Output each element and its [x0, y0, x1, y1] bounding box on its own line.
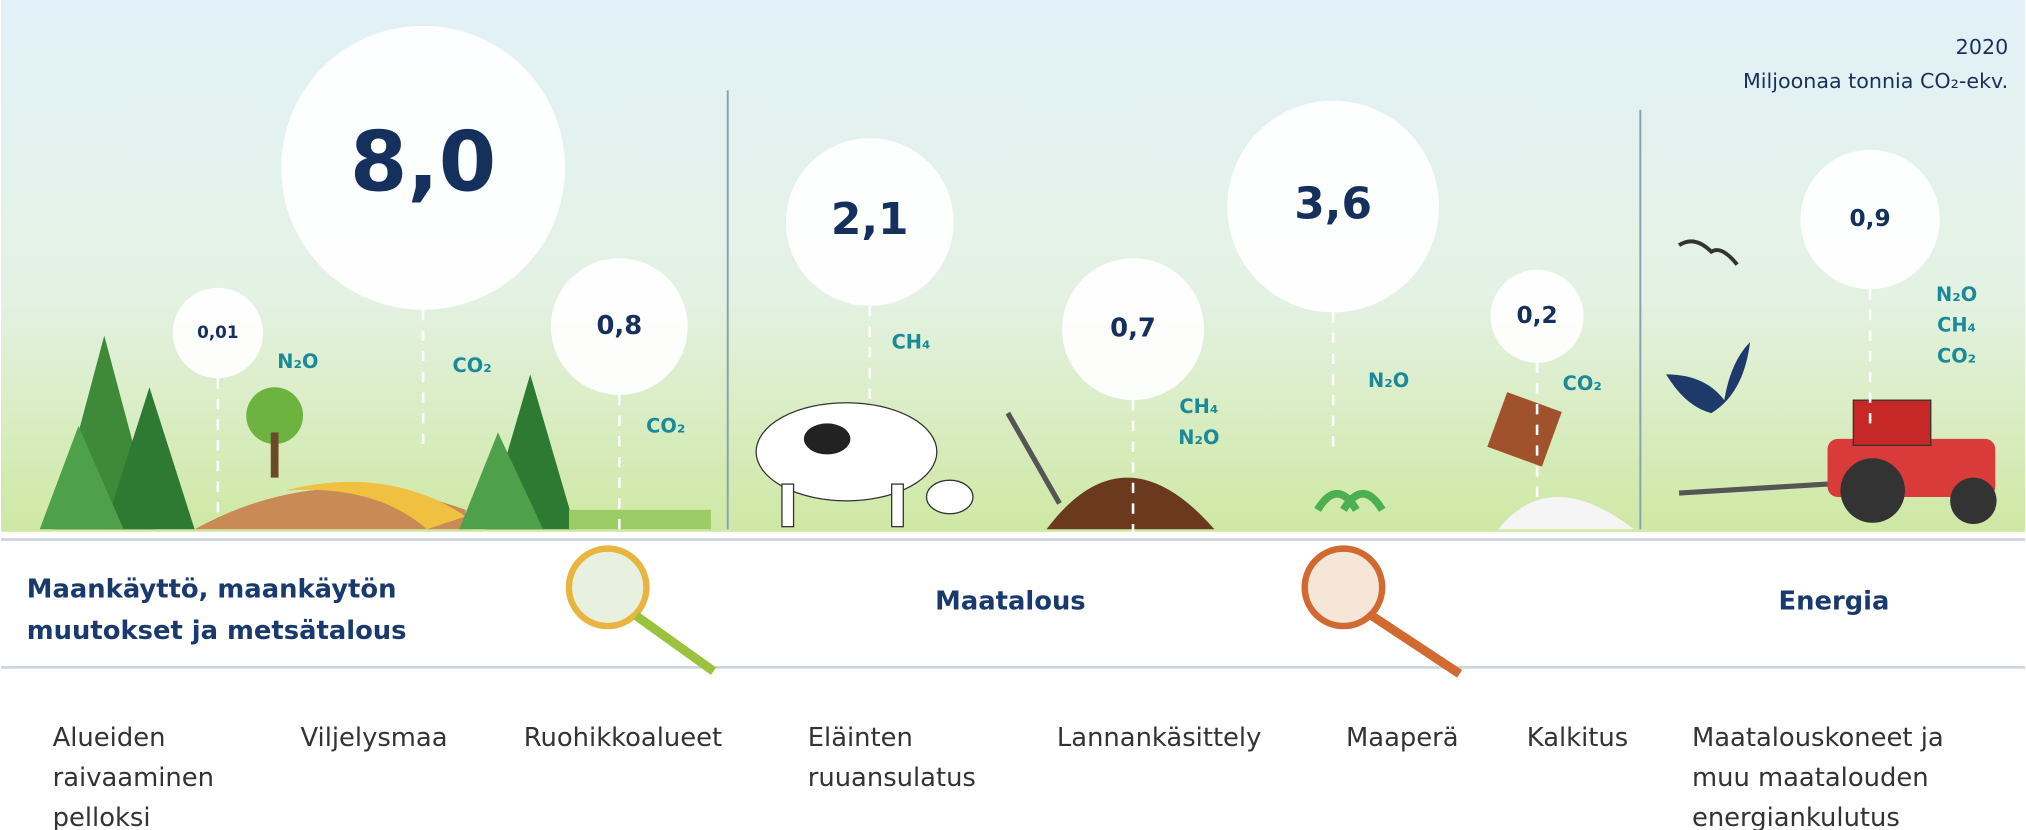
bubble: [1062, 258, 1205, 401]
category-label: Viljelysmaa: [300, 723, 447, 753]
category-label: raivaaminen: [53, 763, 214, 793]
gas-label: CO₂: [453, 354, 492, 377]
category-label: Maatalouskoneet ja: [1692, 723, 1944, 753]
bubble-value: 8,0: [350, 114, 496, 210]
bubble-value: 0,9: [1850, 205, 1891, 232]
category-label: Alueiden: [53, 723, 166, 753]
category-label: muu maatalouden: [1692, 763, 1929, 793]
gas-label: CO₂: [1563, 372, 1602, 395]
gas-label: N₂O: [1178, 426, 1219, 449]
category-label: Kalkitus: [1527, 723, 1628, 753]
gas-label: N₂O: [277, 350, 318, 373]
gas-label: CH₄: [1179, 395, 1218, 418]
gas-label: CH₄: [1937, 314, 1976, 337]
year: 2020: [1956, 35, 2009, 59]
category-label: ruuansulatus: [808, 763, 976, 793]
sky: [0, 0, 2026, 532]
gas-label: CO₂: [646, 414, 685, 437]
category-label: energiankulutus: [1692, 803, 1900, 830]
sector-label: muutokset ja metsätalous: [27, 616, 407, 646]
gas-label: CO₂: [1937, 345, 1976, 368]
magnifier: [565, 545, 1463, 678]
gas-label: N₂O: [1936, 283, 1977, 306]
category-label: pelloksi: [53, 803, 151, 830]
unit: Miljoonaa tonnia CO₂-ekv.: [1743, 69, 2008, 93]
sector-label: Maankäyttö, maankäytön: [27, 575, 397, 605]
bubble: [281, 25, 566, 310]
sector-label: Energia: [1779, 586, 1890, 616]
bubble-value: 0,7: [1110, 314, 1156, 344]
gas-label: CH₄: [892, 331, 931, 354]
category-label: Ruohikkoalueet: [524, 723, 722, 753]
bubble: [1800, 149, 1940, 290]
bubble: [1490, 269, 1584, 363]
sector-label: Maatalous: [935, 586, 1086, 616]
bubble: [785, 138, 954, 306]
category-label: Maaperä: [1346, 723, 1459, 753]
category-label: Lannankäsittely: [1057, 723, 1261, 753]
gas-label: N₂O: [1368, 369, 1409, 392]
category-label: Eläinten: [808, 723, 913, 753]
bubble-value: 0,8: [596, 311, 642, 341]
bubble: [172, 287, 264, 379]
bubble-value: 2,1: [831, 194, 909, 245]
bubble: [550, 258, 688, 395]
bubble: [1227, 100, 1439, 313]
bubble-value: 0,01: [197, 322, 238, 342]
bubble-value: 3,6: [1294, 179, 1372, 230]
scenery: [39, 239, 1997, 530]
bubble-value: 0,2: [1517, 302, 1558, 329]
